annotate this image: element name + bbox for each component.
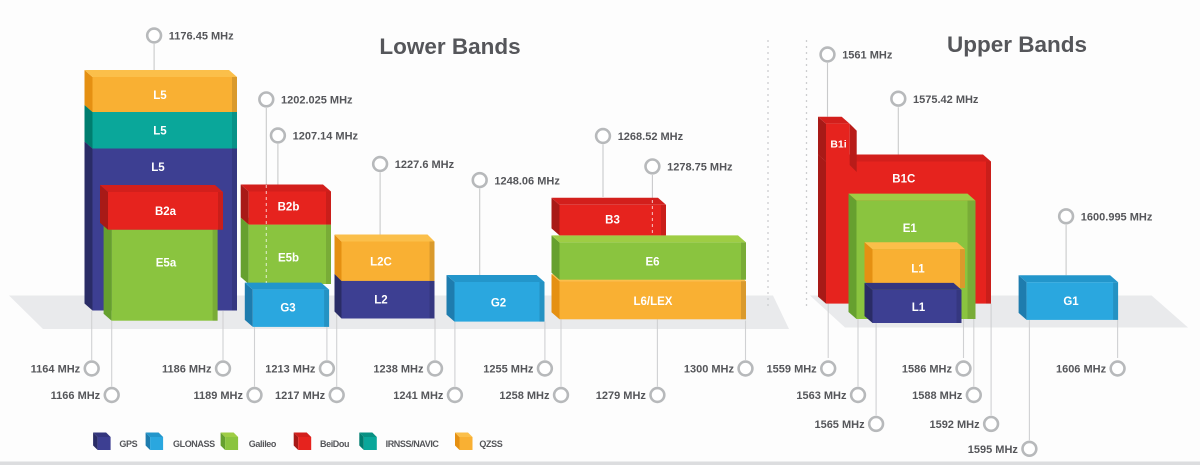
svg-text:B1C: B1C [892, 173, 915, 185]
svg-text:1166 MHz: 1166 MHz [51, 390, 101, 402]
svg-text:1238 MHz: 1238 MHz [373, 364, 424, 376]
svg-text:G3: G3 [280, 303, 295, 315]
svg-text:1563 MHz: 1563 MHz [796, 390, 847, 402]
svg-text:L5: L5 [153, 90, 167, 102]
svg-text:L2C: L2C [370, 257, 392, 269]
svg-text:1606 MHz: 1606 MHz [1056, 364, 1107, 376]
svg-text:1575.42 MHz: 1575.42 MHz [913, 94, 979, 106]
svg-text:QZSS: QZSS [479, 439, 502, 449]
svg-text:IRNSS/NAVIC: IRNSS/NAVIC [386, 439, 440, 449]
svg-text:B2b: B2b [278, 202, 300, 214]
svg-text:E1: E1 [903, 223, 918, 235]
svg-text:1207.14 MHz: 1207.14 MHz [293, 131, 359, 143]
svg-text:GLONASS: GLONASS [173, 439, 215, 449]
svg-text:1227.6 MHz: 1227.6 MHz [395, 159, 455, 171]
svg-text:1164 MHz: 1164 MHz [31, 364, 81, 376]
svg-text:L2: L2 [374, 294, 387, 306]
svg-text:E5a: E5a [156, 258, 177, 270]
svg-text:Upper Bands: Upper Bands [947, 32, 1087, 57]
svg-text:B1i: B1i [830, 138, 846, 150]
svg-text:1592 MHz: 1592 MHz [929, 419, 980, 431]
svg-text:L5: L5 [153, 125, 167, 137]
svg-text:GPS: GPS [119, 439, 137, 449]
svg-text:1268.52 MHz: 1268.52 MHz [618, 131, 684, 143]
svg-text:E6: E6 [645, 257, 659, 269]
svg-text:BeiDou: BeiDou [320, 439, 349, 449]
svg-text:1258 MHz: 1258 MHz [499, 390, 550, 402]
svg-text:G2: G2 [491, 298, 506, 310]
svg-text:1595 MHz: 1595 MHz [968, 444, 1019, 456]
svg-text:1565 MHz: 1565 MHz [814, 419, 865, 431]
svg-text:Galileo: Galileo [249, 439, 277, 449]
svg-text:1255 MHz: 1255 MHz [483, 364, 534, 376]
svg-text:1586 MHz: 1586 MHz [902, 364, 953, 376]
svg-text:E5b: E5b [278, 253, 299, 265]
svg-text:Lower Bands: Lower Bands [379, 34, 520, 59]
svg-text:1559 MHz: 1559 MHz [767, 364, 818, 376]
svg-text:G1: G1 [1063, 296, 1079, 308]
svg-text:1213 MHz: 1213 MHz [265, 364, 316, 376]
svg-text:1241 MHz: 1241 MHz [393, 390, 444, 402]
svg-text:1186 MHz: 1186 MHz [162, 364, 212, 376]
svg-text:1561 MHz: 1561 MHz [842, 50, 893, 62]
svg-text:1202.025 MHz: 1202.025 MHz [281, 95, 353, 107]
svg-text:1300 MHz: 1300 MHz [684, 364, 735, 376]
svg-text:L1: L1 [911, 264, 925, 276]
svg-text:1600.995 MHz: 1600.995 MHz [1081, 212, 1153, 224]
svg-text:L6/LEX: L6/LEX [634, 296, 673, 308]
svg-text:1588 MHz: 1588 MHz [912, 390, 963, 402]
svg-text:1189 MHz: 1189 MHz [193, 390, 243, 402]
svg-text:B3: B3 [605, 215, 620, 227]
svg-text:1279 MHz: 1279 MHz [596, 390, 647, 402]
svg-text:1278.75 MHz: 1278.75 MHz [667, 162, 733, 174]
svg-text:L5: L5 [151, 162, 165, 174]
svg-text:L1: L1 [912, 302, 926, 314]
svg-text:B2a: B2a [155, 206, 177, 218]
svg-text:1217 MHz: 1217 MHz [275, 390, 326, 402]
svg-text:1248.06 MHz: 1248.06 MHz [494, 175, 560, 187]
svg-text:1176.45 MHz: 1176.45 MHz [169, 31, 234, 43]
